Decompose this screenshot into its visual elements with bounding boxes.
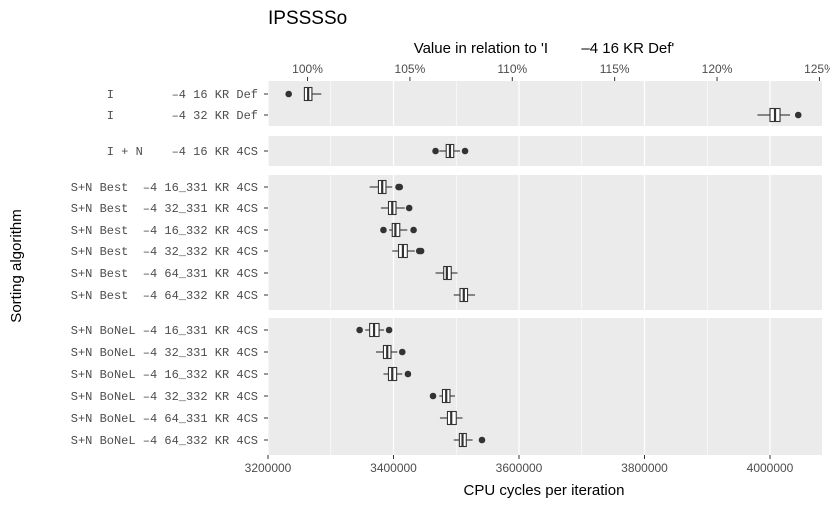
outlier-point <box>396 183 404 191</box>
y-axis: I –4 16 KR Def I –4 32 KR Def I + N –4 16 … <box>71 88 268 448</box>
x-tick-label: 3800000 <box>621 461 668 475</box>
y-category-label: S+N BoNeL –4 16_331 KR 4CS <box>71 324 258 338</box>
outlier-point <box>417 247 425 255</box>
y-category-label: S+N BoNeL –4 64_331 KR 4CS <box>71 412 258 426</box>
secondary-x-axis: 100% 105% 110% 115% 120% 125% <box>292 62 830 81</box>
y-category-label: S+N Best –4 32_332 KR 4CS <box>71 245 258 259</box>
outlier-point <box>432 147 439 155</box>
y-category-label: I + N –4 16 KR 4CS <box>107 145 258 159</box>
outlier-point <box>794 111 802 119</box>
y-category-label: S+N BoNeL –4 16_332 KR 4CS <box>71 368 258 382</box>
secondary-tick-label: 100% <box>292 62 323 76</box>
x-axis: 3200000 3400000 3600000 3800000 4000000 <box>245 455 794 475</box>
outlier-point <box>405 204 413 212</box>
outlier-point <box>285 90 293 98</box>
outlier-point <box>429 392 437 400</box>
x-tick-label: 4000000 <box>747 461 794 475</box>
x-tick-label: 3200000 <box>245 461 292 475</box>
y-category-label: S+N Best –4 16_331 KR 4CS <box>71 181 258 195</box>
x-axis-title: CPU cycles per iteration <box>464 482 625 499</box>
y-category-label: S+N BoNeL –4 32_331 KR 4CS <box>71 346 258 360</box>
secondary-tick-label: 110% <box>497 62 527 76</box>
secondary-tick-label: 120% <box>702 62 733 76</box>
outlier-point <box>410 226 417 234</box>
secondary-tick-label: 105% <box>395 62 426 76</box>
y-category-label: S+N BoNeL –4 64_332 KR 4CS <box>71 434 258 448</box>
y-category-label: S+N BoNeL –4 32_332 KR 4CS <box>71 390 258 404</box>
y-category-label: S+N Best –4 64_332 KR 4CS <box>71 289 258 303</box>
panels <box>268 81 822 455</box>
secondary-x-axis-title: Value in relation to 'I –4 16 KR Def' <box>414 40 675 57</box>
x-tick-label: 3600000 <box>496 461 543 475</box>
chart-title: IPSSSSo <box>268 8 347 29</box>
secondary-tick-label: 115% <box>600 62 630 76</box>
outlier-point <box>398 348 406 356</box>
outlier-point <box>404 370 412 378</box>
secondary-tick-label: 125% <box>804 62 830 76</box>
panel-1 <box>268 81 822 126</box>
y-category-label: I –4 32 KR Def <box>107 109 258 123</box>
grid-lines <box>267 81 771 455</box>
y-category-label: S+N Best –4 32_331 KR 4CS <box>71 202 258 216</box>
y-axis-title: Sorting algorithm <box>8 209 25 322</box>
x-tick-label: 3400000 <box>370 461 417 475</box>
outlier-point <box>385 326 393 334</box>
y-category-label: S+N Best –4 16_332 KR 4CS <box>71 224 258 238</box>
outlier-point <box>461 147 469 155</box>
outlier-point <box>380 226 387 234</box>
panel-3 <box>268 175 822 310</box>
y-category-label: I –4 16 KR Def <box>107 88 258 102</box>
outlier-point <box>478 436 486 444</box>
panel-2 <box>268 136 822 166</box>
y-category-label: S+N Best –4 64_331 KR 4CS <box>71 267 258 281</box>
boxplots <box>285 86 802 448</box>
outlier-point <box>356 326 363 334</box>
panel-4 <box>268 318 822 455</box>
